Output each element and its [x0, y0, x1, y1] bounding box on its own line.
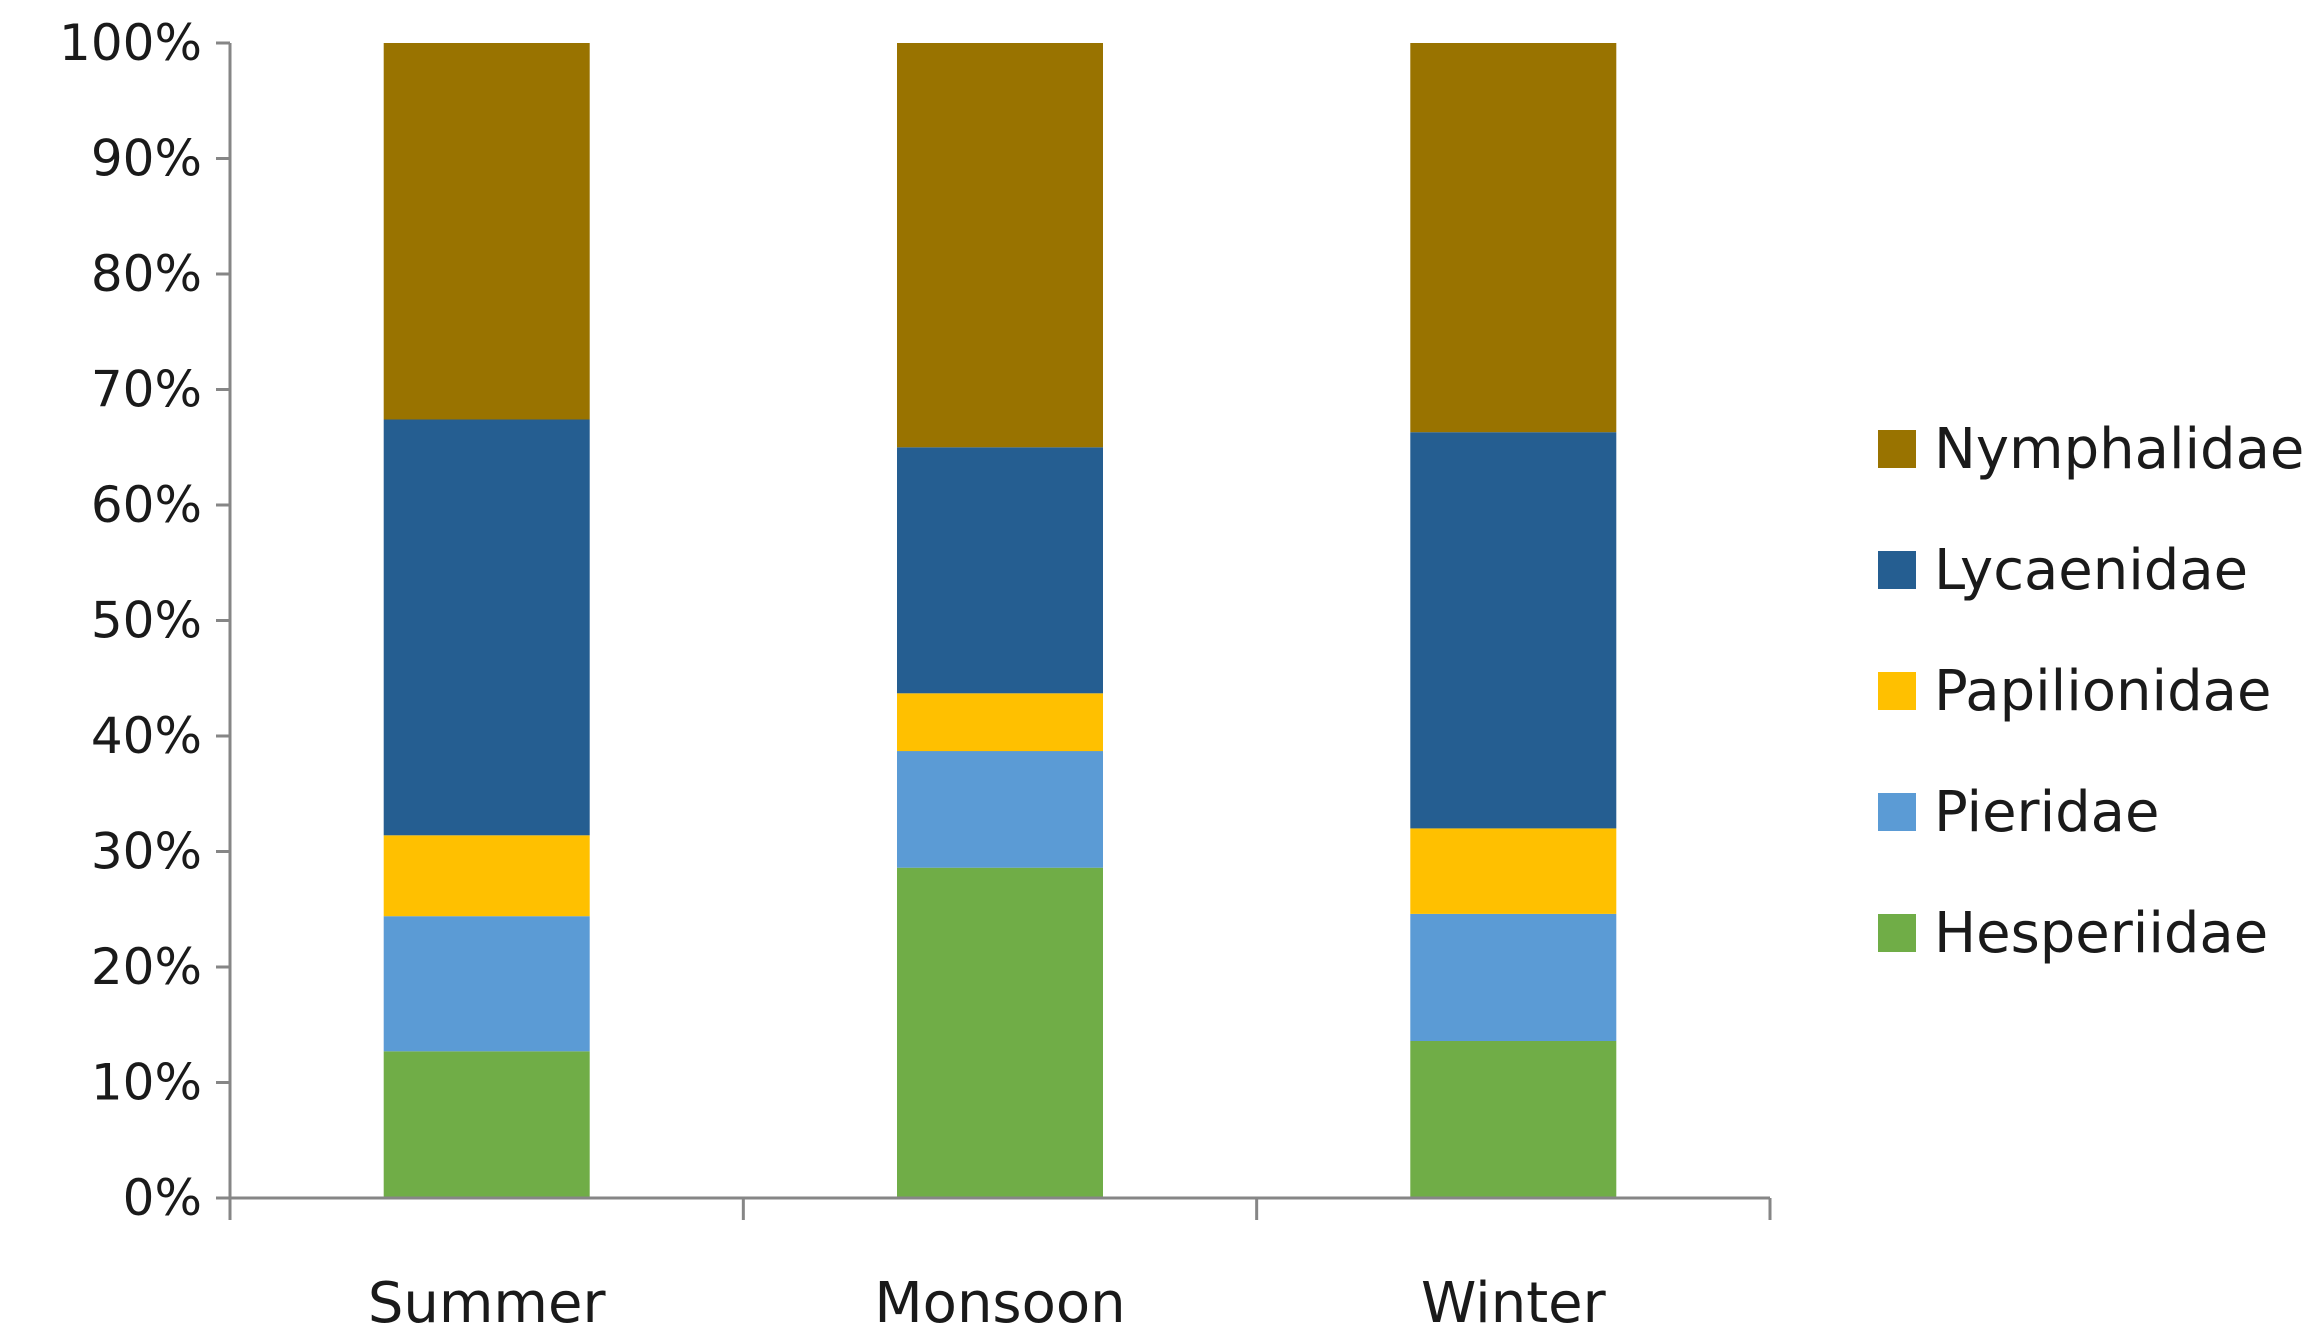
- y-tick-label: 70%: [91, 361, 202, 419]
- bar-segment-pieridae-summer: [383, 916, 590, 1052]
- legend-label: Nymphalidae: [1934, 417, 2304, 482]
- legend-swatch: [1878, 914, 1916, 952]
- bar-segment-nymphalidae-winter: [1410, 43, 1617, 433]
- legend: Nymphalidae Lycaenidae Papilionidae Pierida…: [1878, 417, 2304, 966]
- bar-segment-lycaenidae-monsoon: [897, 447, 1103, 694]
- y-tick-label: 60%: [91, 476, 202, 534]
- x-category-label: Monsoon: [874, 1271, 1125, 1336]
- bar-segment-hesperiidae-winter: [1410, 1040, 1617, 1198]
- legend-swatch: [1878, 551, 1916, 589]
- bar-segment-nymphalidae-summer: [383, 43, 590, 420]
- legend-item-lycaenidae: Lycaenidae: [1878, 538, 2248, 603]
- y-tick-label: 50%: [91, 592, 202, 650]
- bar-segment-papilionidae-summer: [383, 835, 590, 917]
- x-category-label: Summer: [368, 1271, 607, 1336]
- bar-segment-hesperiidae-summer: [383, 1051, 590, 1198]
- y-tick-label: 10%: [91, 1054, 202, 1112]
- legend-label: Pieridae: [1934, 780, 2159, 845]
- bar-segment-nymphalidae-monsoon: [897, 43, 1103, 448]
- legend-label: Lycaenidae: [1934, 538, 2248, 603]
- legend-swatch: [1878, 793, 1916, 831]
- bar-segment-papilionidae-monsoon: [897, 693, 1103, 752]
- y-tick-label: 30%: [91, 823, 202, 881]
- y-tick-label: 40%: [91, 707, 202, 765]
- axis-layer: 0% 10% 20% 30% 40% 50% 60% 70% 80% 90% 100% Summer M…: [59, 14, 1772, 1336]
- y-tick-label: 90%: [91, 130, 202, 188]
- legend-label: Hesperiidae: [1934, 901, 2268, 966]
- legend-item-hesperiidae: Hesperiidae: [1878, 901, 2268, 966]
- bar-segment-papilionidae-winter: [1410, 828, 1617, 914]
- legend-label: Papilionidae: [1934, 659, 2271, 724]
- legend-item-nymphalidae: Nymphalidae: [1878, 417, 2304, 482]
- y-tick-label: 20%: [91, 938, 202, 996]
- x-category-label: Winter: [1421, 1271, 1607, 1336]
- y-tick-label: 80%: [91, 245, 202, 303]
- legend-swatch: [1878, 672, 1916, 710]
- bar-segment-lycaenidae-summer: [383, 419, 590, 836]
- legend-swatch: [1878, 430, 1916, 468]
- bar-segment-hesperiidae-monsoon: [897, 867, 1103, 1198]
- y-tick-label: 0%: [123, 1169, 202, 1227]
- bar-segment-pieridae-monsoon: [897, 751, 1103, 868]
- bar-segment-pieridae-winter: [1410, 913, 1617, 1041]
- legend-item-pieridae: Pieridae: [1878, 780, 2159, 845]
- legend-item-papilionidae: Papilionidae: [1878, 659, 2271, 724]
- y-tick-label: 100%: [59, 14, 202, 72]
- bar-segment-lycaenidae-winter: [1410, 432, 1617, 829]
- bars-layer: [383, 43, 1617, 1198]
